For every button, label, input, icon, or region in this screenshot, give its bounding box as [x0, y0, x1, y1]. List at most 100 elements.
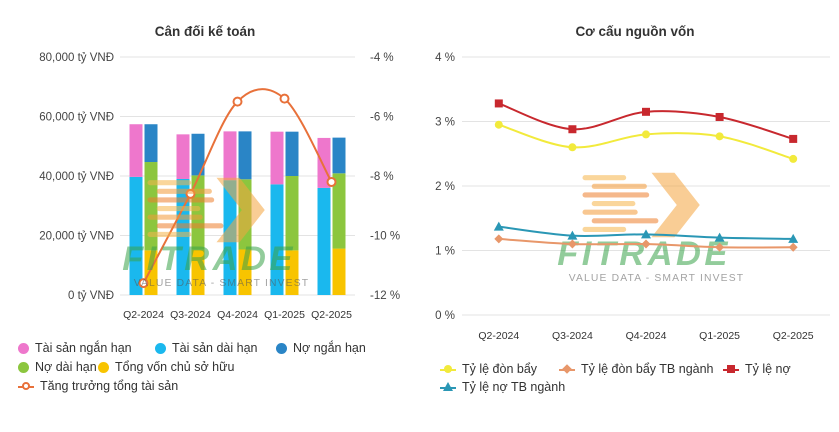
capital-y-tick: 3 % [435, 117, 455, 129]
legend-asset-growth[interactable]: Tăng trưởng tổng tài sản [18, 379, 178, 393]
bar-short-term-assets [129, 124, 143, 177]
legend-industry-debt-ratio[interactable]: Tỷ lệ nợ TB ngành [440, 380, 565, 394]
legend-swatch [276, 342, 287, 354]
industry-leverage-ratio-point [494, 234, 504, 244]
legend-debt-ratio[interactable]: Tỷ lệ nợ [723, 362, 791, 376]
asset-growth-point [232, 96, 243, 107]
industry-debt-ratio-point [493, 221, 504, 231]
legend-label: Tăng trưởng tổng tài sản [40, 379, 179, 393]
legend-short-term-debt[interactable]: Nợ ngắn hạn [276, 341, 366, 355]
left-y-tick: 20,000 tỷ VNĐ [39, 231, 114, 243]
legend-short-term-assets[interactable]: Tài sản ngắn hạn [18, 341, 132, 355]
asset-growth-point [326, 176, 337, 187]
watermark-stripe [591, 183, 647, 189]
industry-leverage-ratio-point [788, 242, 798, 252]
bar-short-term-assets [270, 131, 284, 185]
watermark-stripe [582, 175, 627, 181]
left-y-tick: 80,000 tỷ VNĐ [39, 52, 114, 64]
debt-ratio-point [568, 125, 577, 134]
bar-long-term-assets [317, 187, 331, 295]
bar-total-equity [191, 249, 205, 295]
capital-x-tick: Q1-2025 [699, 330, 740, 342]
watermark-arrow [216, 177, 265, 243]
bar-short-term-debt [144, 124, 158, 163]
legend-long-term-assets[interactable]: Tài sản dài hạn [155, 341, 257, 355]
bar-short-term-debt [238, 131, 252, 180]
capital-y-tick: 4 % [435, 52, 455, 64]
legend-swatch [440, 364, 456, 375]
capital-y-tick: 1 % [435, 246, 455, 258]
left-x-tick: Q3-2024 [170, 309, 211, 321]
legend-swatch [155, 342, 166, 354]
legend-total-equity[interactable]: Tổng vốn chủ sở hữu [98, 360, 234, 374]
bar-total-equity [238, 249, 252, 295]
bar-short-term-assets [223, 131, 237, 181]
watermark-stripe [582, 192, 650, 198]
debt-ratio-point [715, 112, 724, 121]
legend-label: Nợ dài hạn [35, 360, 97, 374]
watermark-stripe [147, 231, 192, 238]
asset-growth-point [279, 93, 290, 104]
watermark-stripe [156, 223, 224, 229]
leverage-ratio-point [789, 154, 798, 163]
left-y-tick: 40,000 tỷ VNĐ [39, 171, 114, 183]
legend-swatch [98, 361, 109, 373]
bar-long-term-assets [270, 184, 284, 295]
watermark-brand: FITRADE [122, 240, 296, 278]
right-y-tick: -12 % [370, 290, 400, 302]
watermark-stripe [582, 209, 638, 215]
industry-debt-ratio-point [567, 230, 578, 240]
industry-debt-ratio-point [788, 233, 799, 243]
industry-leverage-ratio-point [641, 239, 651, 249]
watermark-brand: FITRADE [557, 235, 731, 273]
right-y-tick: -6 % [370, 112, 394, 124]
capital-x-tick: Q4-2024 [626, 330, 667, 342]
left-x-tick: Q2-2024 [123, 309, 164, 321]
legend-swatch [18, 381, 34, 392]
bar-short-term-debt [191, 133, 205, 176]
leverage-ratio-point [494, 120, 503, 129]
debt-ratio-point [789, 134, 798, 143]
left-y-tick: 0 tỷ VNĐ [68, 290, 114, 302]
legend-long-term-debt[interactable]: Nợ dài hạn [18, 360, 97, 374]
leverage-ratio-point [568, 143, 577, 152]
watermark-stripe [156, 188, 212, 194]
watermark-tagline: VALUE DATA - SMART INVEST [569, 273, 745, 284]
left-x-tick: Q4-2024 [217, 309, 258, 321]
leverage-ratio-line [498, 123, 794, 160]
debt-ratio-point [642, 107, 650, 116]
leverage-ratio-point [642, 130, 650, 139]
capital-x-tick: Q2-2024 [478, 330, 519, 342]
legend-swatch [18, 361, 29, 373]
legend-swatch [18, 342, 29, 354]
watermark-stripe [582, 226, 627, 233]
legend-industry-leverage-ratio[interactable]: Tỷ lệ đòn bẩy TB ngành [559, 362, 714, 376]
legend-label: Tỷ lệ nợ TB ngành [462, 380, 566, 394]
bar-long-term-debt [332, 173, 346, 249]
watermark-arrow [651, 172, 700, 238]
legend-swatch [559, 363, 575, 375]
bar-long-term-debt [285, 176, 299, 251]
watermark-stripe [591, 218, 659, 224]
legend-swatch [440, 381, 456, 393]
watermark-stripe [591, 200, 636, 207]
leverage-ratio-point [715, 132, 724, 141]
legend-label: Nợ ngắn hạn [293, 341, 366, 355]
legend-leverage-ratio[interactable]: Tỷ lệ đòn bẩy [440, 362, 537, 376]
left-y-tick: 60,000 tỷ VNĐ [39, 112, 114, 124]
industry-leverage-ratio-point [715, 242, 725, 252]
industry-leverage-ratio-point [567, 239, 577, 249]
legend-label: Tỷ lệ đòn bẩy TB ngành [581, 362, 714, 376]
watermark-stripe [156, 205, 201, 212]
capital-structure-title: Cơ cấu nguồn vốn [575, 24, 694, 39]
capital-x-tick: Q2-2025 [773, 330, 814, 342]
watermark-stripe [147, 180, 192, 186]
legend-label: Tỷ lệ nợ [745, 362, 791, 376]
legend-label: Tài sản ngắn hạn [35, 341, 132, 355]
balance-sheet-title: Cân đối kế toán [155, 24, 256, 39]
asset-growth-line [142, 88, 333, 284]
